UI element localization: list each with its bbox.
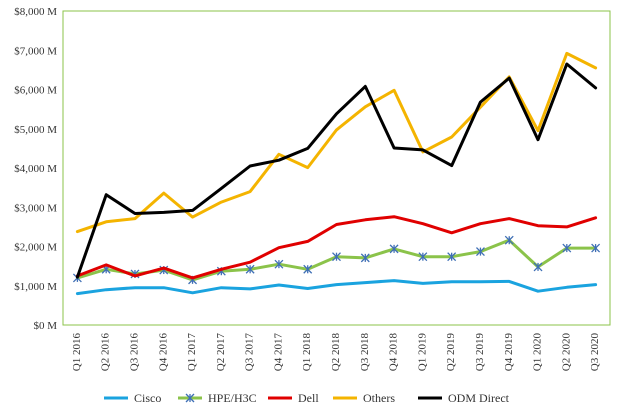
x-tick-label: Q2 2019 [445, 333, 457, 372]
series-line-dell [75, 215, 598, 280]
y-axis: $0 M $1,000 M $2,000 M $3,000 M $4,000 M $5,0… [14, 6, 57, 332]
y-tick-label: $2,000 M [14, 242, 57, 254]
data-point [274, 259, 284, 269]
series-line-odm-direct [75, 62, 598, 279]
data-point [332, 252, 341, 262]
data-point [562, 243, 572, 253]
legend-item: Dell [268, 391, 319, 405]
plot-border [62, 10, 611, 326]
series-line-cisco [75, 279, 598, 296]
x-tick-label: Q4 2017 [272, 333, 284, 372]
legend-label: Cisco [134, 391, 161, 405]
x-tick-label: Q4 2019 [503, 333, 515, 372]
x-tick-label: Q1 2018 [301, 333, 313, 372]
legend-label: ODM Direct [448, 391, 510, 405]
x-tick-label: Q3 2019 [474, 333, 486, 372]
data-point [360, 253, 370, 263]
x-tick-label: Q1 2020 [532, 333, 544, 372]
y-tick-label: $8,000 M [14, 6, 57, 18]
y-tick-label: $3,000 M [14, 202, 57, 214]
series-line-others [75, 51, 598, 234]
x-tick-label: Q4 2016 [157, 333, 169, 372]
y-tick-label: $5,000 M [14, 124, 57, 136]
x-tick-label: Q3 2020 [589, 333, 601, 372]
legend-label: Others [363, 391, 395, 405]
y-tick-label: $4,000 M [14, 163, 57, 175]
y-tick-label: $6,000 M [14, 85, 57, 97]
x-tick-label: Q1 2019 [416, 333, 428, 372]
x-axis: Q1 2016 Q2 2016 Q3 2016 Q4 2016 Q1 2017 Q2 20… [71, 333, 601, 372]
data-point [245, 264, 255, 274]
data-point [533, 262, 543, 272]
legend-item: Cisco [104, 391, 161, 405]
x-tick-label: Q2 2017 [215, 333, 227, 372]
x-tick-label: Q3 2016 [129, 333, 141, 372]
legend-item: HPE/H3C [178, 391, 257, 405]
x-tick-label: Q1 2017 [186, 333, 198, 372]
legend-label: Dell [298, 391, 319, 405]
data-point [303, 264, 313, 274]
x-tick-label: Q2 2018 [330, 333, 342, 372]
legend-item: ODM Direct [418, 391, 510, 405]
y-tick-label: $0 M [33, 320, 57, 332]
x-tick-label: Q1 2016 [71, 333, 83, 372]
x-tick-label: Q2 2020 [560, 333, 572, 372]
data-point [389, 244, 399, 254]
plot-area [62, 10, 611, 326]
legend-item: Others [333, 391, 395, 405]
x-tick-label: Q2 2016 [100, 333, 112, 372]
data-point [591, 243, 601, 253]
data-point [504, 235, 514, 245]
y-tick-label: $1,000 M [14, 281, 57, 293]
x-tick-label: Q3 2017 [244, 333, 256, 372]
data-point [447, 252, 457, 262]
legend-label: HPE/H3C [208, 391, 257, 405]
x-tick-label: Q3 2018 [359, 333, 371, 372]
legend: Cisco HPE/H3C Dell Others ODM Direct [104, 391, 510, 405]
y-tick-label: $7,000 M [14, 45, 57, 57]
x-tick-label: Q4 2018 [388, 333, 400, 372]
data-point [418, 252, 428, 262]
data-point [475, 247, 485, 257]
